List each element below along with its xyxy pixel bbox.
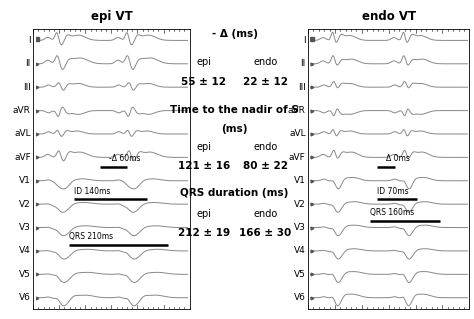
Text: aVL: aVL — [289, 130, 306, 138]
Text: -Δ 60ms: -Δ 60ms — [109, 153, 140, 163]
Text: Δ 0ms: Δ 0ms — [386, 153, 410, 163]
Text: (ms): (ms) — [221, 124, 248, 134]
Text: epi VT: epi VT — [91, 10, 132, 23]
Text: endo: endo — [253, 209, 278, 219]
Text: Time to the nadir of S: Time to the nadir of S — [170, 105, 299, 115]
Text: V5: V5 — [294, 270, 306, 279]
Text: V4: V4 — [19, 247, 31, 256]
Text: QRS 210ms: QRS 210ms — [69, 232, 113, 241]
Text: endo VT: endo VT — [362, 10, 416, 23]
Text: V6: V6 — [19, 293, 31, 302]
Text: aVR: aVR — [13, 106, 31, 115]
Text: epi: epi — [196, 209, 211, 219]
Text: QRS duration (ms): QRS duration (ms) — [181, 188, 289, 198]
Text: 212 ± 19: 212 ± 19 — [178, 228, 230, 238]
Text: II: II — [301, 59, 306, 68]
Text: III: III — [23, 83, 31, 92]
Text: aVR: aVR — [288, 106, 306, 115]
Text: QRS 160ms: QRS 160ms — [370, 208, 415, 217]
Text: V3: V3 — [19, 223, 31, 232]
Text: 121 ± 16: 121 ± 16 — [178, 161, 230, 171]
Text: endo: endo — [253, 142, 278, 152]
Text: 55 ± 12: 55 ± 12 — [182, 77, 226, 86]
Text: V1: V1 — [294, 176, 306, 185]
Text: V2: V2 — [294, 200, 306, 209]
Text: 80 ± 22: 80 ± 22 — [243, 161, 288, 171]
Text: V5: V5 — [19, 270, 31, 279]
Text: I: I — [303, 36, 306, 45]
Text: ID 70ms: ID 70ms — [376, 187, 408, 196]
Text: I: I — [28, 36, 31, 45]
Text: 22 ± 12: 22 ± 12 — [243, 77, 288, 86]
Text: endo: endo — [253, 57, 278, 67]
Text: aVL: aVL — [14, 130, 31, 138]
Text: - Δ (ms): - Δ (ms) — [211, 29, 258, 39]
Text: 166 ± 30: 166 ± 30 — [239, 228, 292, 238]
Text: V4: V4 — [294, 247, 306, 256]
Text: ID 140ms: ID 140ms — [73, 187, 110, 196]
Text: III: III — [298, 83, 306, 92]
Text: V6: V6 — [294, 293, 306, 302]
Text: aVF: aVF — [289, 153, 306, 162]
Text: epi: epi — [196, 57, 211, 67]
Text: II: II — [26, 59, 31, 68]
Text: aVF: aVF — [14, 153, 31, 162]
Text: V1: V1 — [19, 176, 31, 185]
Text: V2: V2 — [19, 200, 31, 209]
Text: V3: V3 — [294, 223, 306, 232]
Text: epi: epi — [196, 142, 211, 152]
